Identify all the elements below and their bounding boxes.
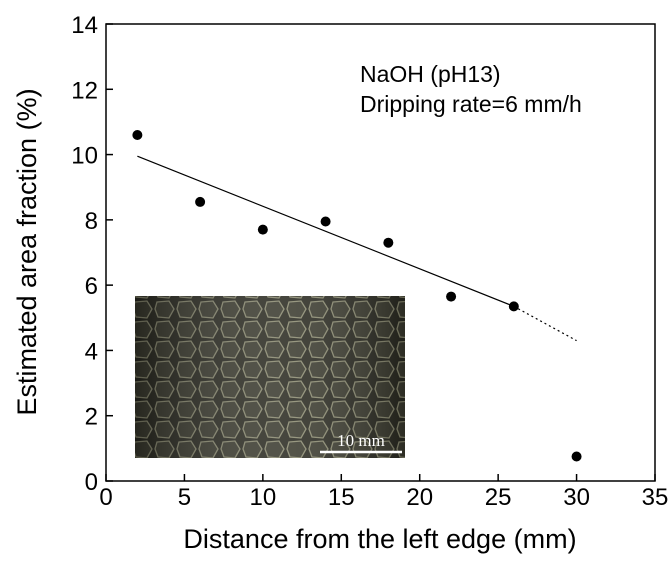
y-tick-label: 2 [85,404,98,431]
x-tick-label: 30 [563,484,590,511]
scale-label: 10 mm [337,431,385,450]
y-tick-label: 4 [85,338,98,365]
y-tick-label: 0 [85,469,98,496]
point [132,129,143,140]
y-axis-label: Estimated area fraction (%) [12,88,42,415]
fit-extrapolation [513,305,577,342]
x-tick-label: 20 [406,484,433,511]
annotation: Dripping rate=6 mm/h [360,91,582,117]
point [383,237,394,248]
fit-line [137,155,515,307]
y-tick-label: 8 [85,208,98,235]
y-tick-label: 10 [71,143,98,170]
point [320,216,331,227]
inset-image: 10 mm [135,296,405,458]
point [508,301,519,312]
y-tick-label: 12 [71,77,98,104]
point [571,451,582,462]
point [195,196,206,207]
x-axis-label: Distance from the left edge (mm) [183,524,576,554]
y-tick-label: 6 [85,273,98,300]
x-tick-label: 25 [485,484,512,511]
x-tick-label: 35 [642,484,669,511]
plot-frame [105,23,656,482]
x-tick-label: 5 [178,484,191,511]
point [446,291,457,302]
point [257,224,268,235]
annotation: NaOH (pH13) [360,61,501,87]
y-tick-label: 14 [71,12,98,39]
x-tick-label: 0 [99,484,112,511]
x-tick-label: 10 [250,484,277,511]
x-tick-label: 15 [328,484,355,511]
